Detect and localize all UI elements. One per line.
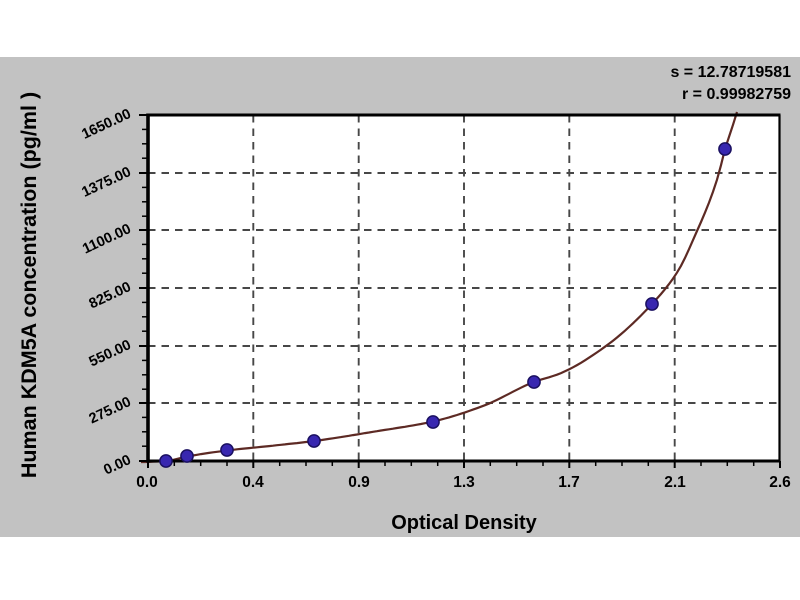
svg-text:2.1: 2.1 [664, 474, 686, 491]
svg-text:0.4: 0.4 [242, 474, 264, 491]
svg-text:0.9: 0.9 [348, 474, 370, 491]
svg-text:1.3: 1.3 [453, 474, 475, 491]
svg-text:2.6: 2.6 [769, 474, 791, 491]
svg-text:r = 0.99982759: r = 0.99982759 [682, 86, 791, 103]
svg-text:0.0: 0.0 [136, 474, 158, 491]
svg-text:Human KDM5A concentration (pg: Human KDM5A concentration (pg/ml ) [17, 92, 41, 478]
svg-text:Optical Density: Optical Density [391, 512, 537, 534]
svg-text:1.7: 1.7 [558, 474, 580, 491]
svg-text:s = 12.78719581: s = 12.78719581 [670, 64, 791, 81]
